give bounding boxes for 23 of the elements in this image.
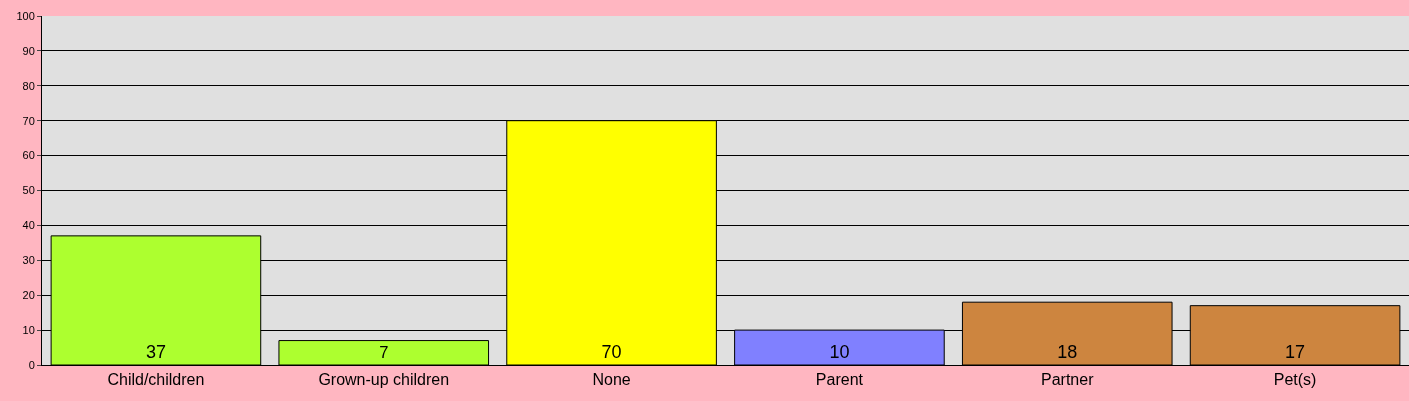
data-label: 10 [829, 342, 850, 362]
data-label: 37 [145, 342, 166, 362]
y-tick-label: 30 [22, 254, 35, 267]
x-tick-label: Child/children [107, 371, 205, 389]
x-tick-label: Parent [815, 371, 864, 389]
data-label: 18 [1057, 342, 1078, 362]
y-tick-label: 60 [22, 149, 35, 162]
y-tick-label: 10 [22, 323, 35, 336]
y-tick-label: 20 [22, 289, 35, 302]
y-tick-label: 90 [22, 44, 35, 57]
y-tick-label: 100 [16, 9, 35, 22]
x-tick-label: Grown-up children [318, 371, 450, 389]
y-tick-label: 50 [22, 184, 35, 197]
data-label: 17 [1285, 342, 1306, 362]
y-tick-label: 80 [22, 79, 35, 92]
x-tick-label: None [592, 371, 631, 389]
x-tick-label: Partner [1041, 371, 1095, 389]
y-tick-label: 40 [22, 219, 35, 232]
data-label: 7 [379, 343, 389, 363]
data-label: 70 [601, 342, 622, 362]
x-tick-label: Pet(s) [1273, 371, 1317, 389]
y-tick-label: 0 [28, 358, 35, 371]
y-tick-label: 70 [22, 114, 35, 127]
